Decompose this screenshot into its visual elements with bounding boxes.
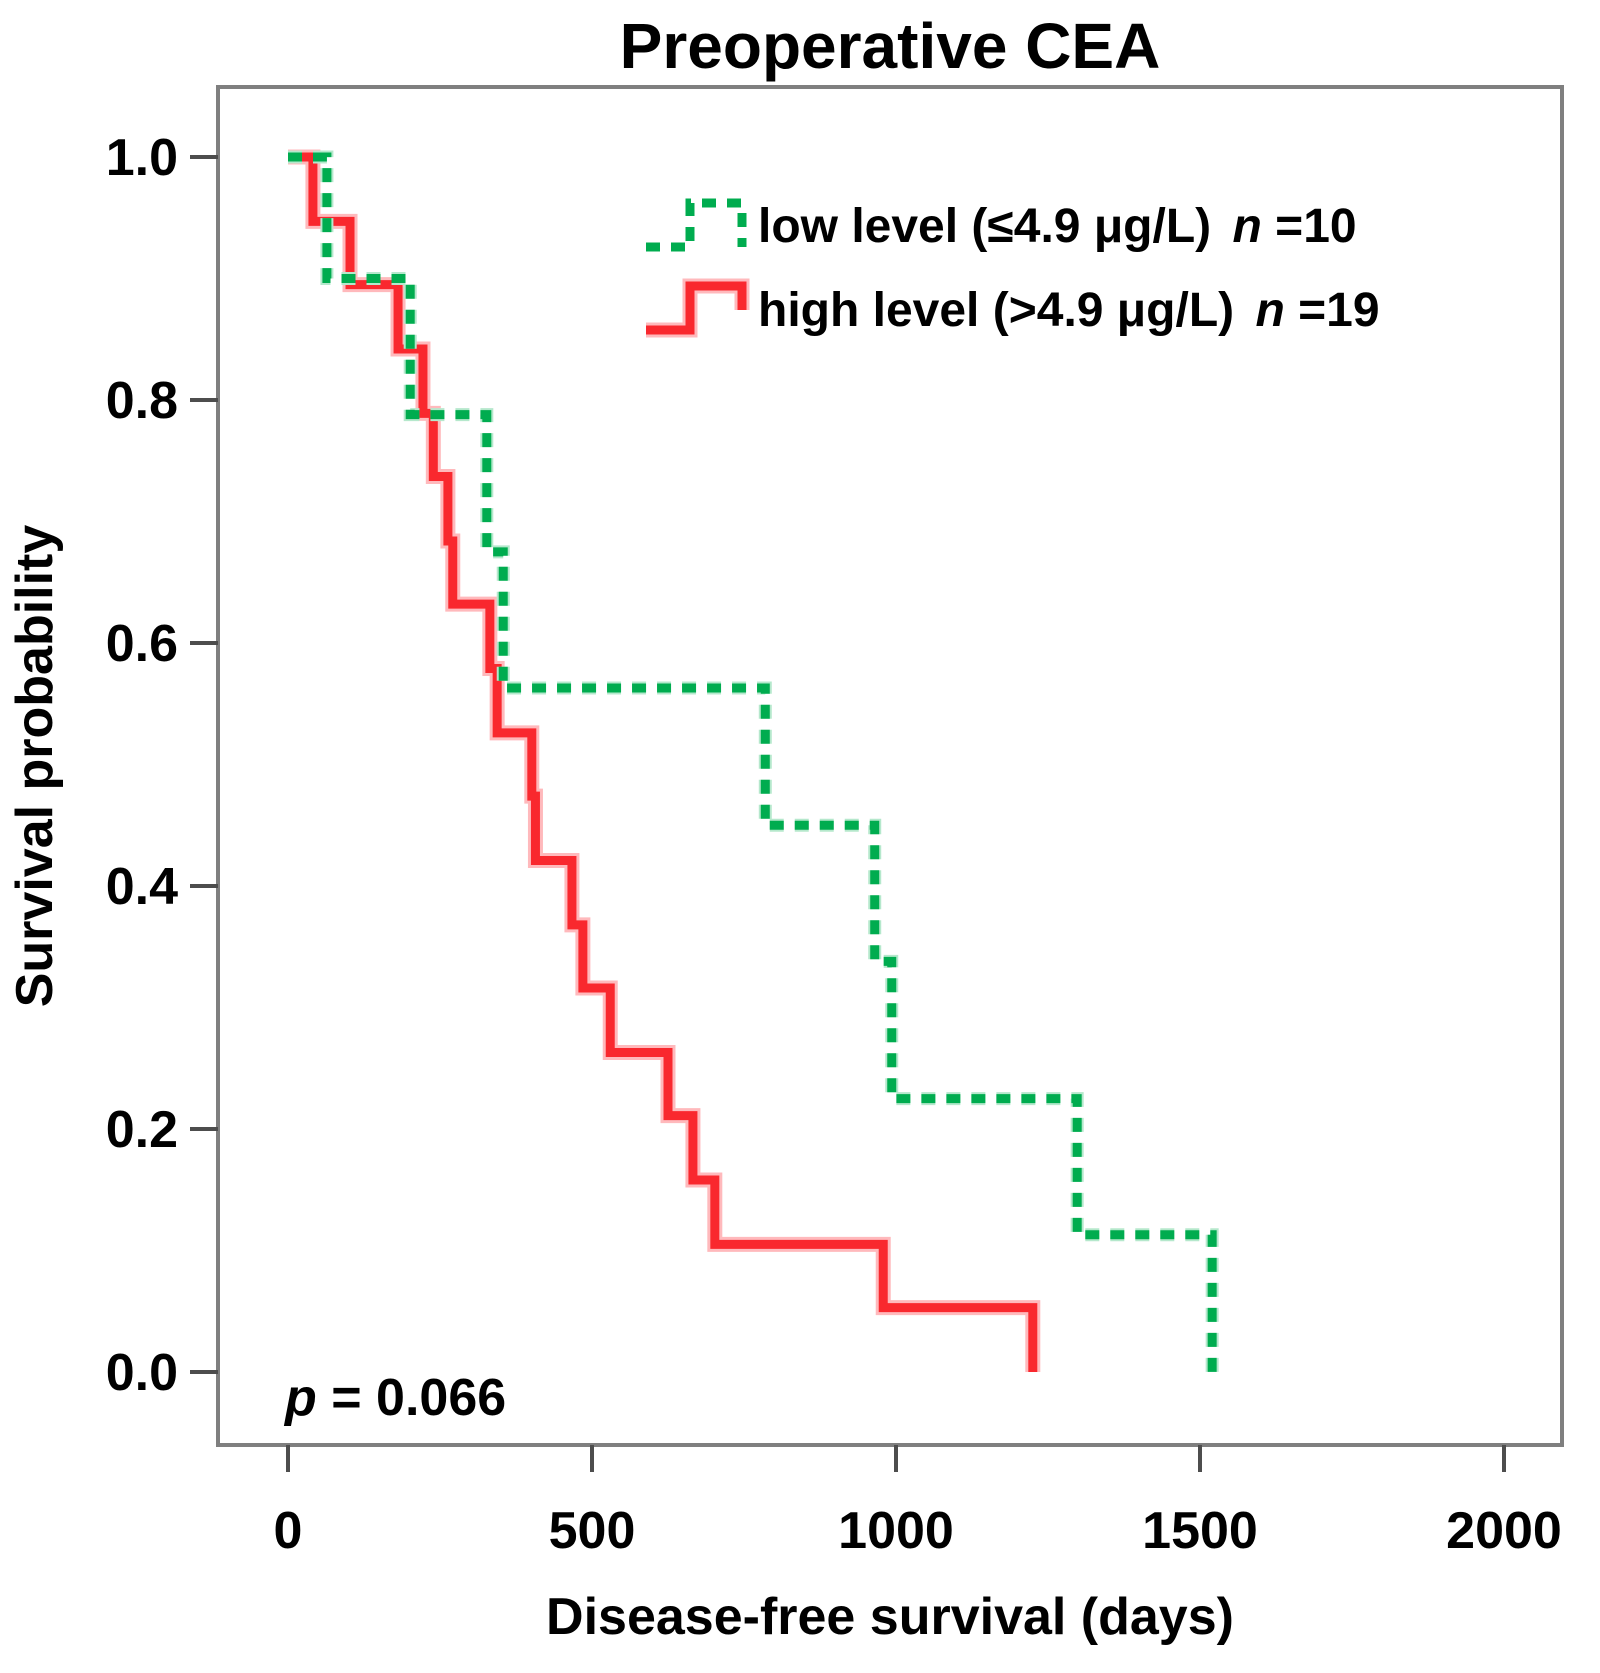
p-symbol: p xyxy=(283,1369,317,1427)
legend-label-low-n-value: =10 xyxy=(1275,200,1356,253)
chart-title: Preoperative CEA xyxy=(620,10,1161,82)
x-tick-label: 1000 xyxy=(838,1502,954,1560)
y-tick-label: 0.6 xyxy=(106,615,178,673)
legend-label-high-level: high level (>4.9 μg/L) n =19 xyxy=(758,284,1380,337)
x-tick-label: 0 xyxy=(274,1502,303,1560)
legend-key-low-level xyxy=(646,198,747,252)
legend-label-low-level: low level (≤4.9 μg/L) n =10 xyxy=(758,200,1357,253)
high-level-curve xyxy=(288,152,1038,1372)
legend-label-high-prefix: high level (>4.9 μg/L) xyxy=(758,284,1247,337)
plot-frame xyxy=(216,85,1564,1447)
x-tick-label: 2000 xyxy=(1446,1502,1562,1560)
legend: low level (≤4.9 μg/L) n =10 high level (… xyxy=(646,198,1380,338)
y-tick-label: 0.2 xyxy=(106,1101,178,1159)
low-level-curve xyxy=(288,152,1217,1372)
legend-label-low-prefix: low level (≤4.9 μg/L) xyxy=(758,200,1224,253)
y-tick-label: 0.0 xyxy=(106,1344,178,1402)
y-tick-label: 0.4 xyxy=(106,858,178,916)
low-level-curve-halo xyxy=(288,150,1219,1372)
x-ticks: 0 500 1000 1500 2000 xyxy=(274,1445,1562,1560)
legend-label-low-n-symbol: n xyxy=(1232,200,1261,253)
legend-label-high-n-value: =19 xyxy=(1298,284,1379,337)
x-axis-label: Disease-free survival (days) xyxy=(546,1588,1234,1646)
survival-curves xyxy=(288,149,1219,1372)
p-value-text: = 0.066 xyxy=(331,1369,506,1427)
p-value-annotation: p = 0.066 xyxy=(283,1369,506,1427)
y-axis-label: Survival probability xyxy=(6,525,64,1008)
legend-label-high-n-symbol: n xyxy=(1255,284,1284,337)
legend-key-high-level xyxy=(646,281,747,335)
y-ticks: 0.0 0.2 0.4 0.6 0.8 1.0 xyxy=(106,129,218,1402)
x-tick-label: 1500 xyxy=(1142,1502,1258,1560)
x-tick-label: 500 xyxy=(549,1502,636,1560)
y-tick-label: 1.0 xyxy=(106,129,178,187)
y-tick-label: 0.8 xyxy=(106,372,178,430)
